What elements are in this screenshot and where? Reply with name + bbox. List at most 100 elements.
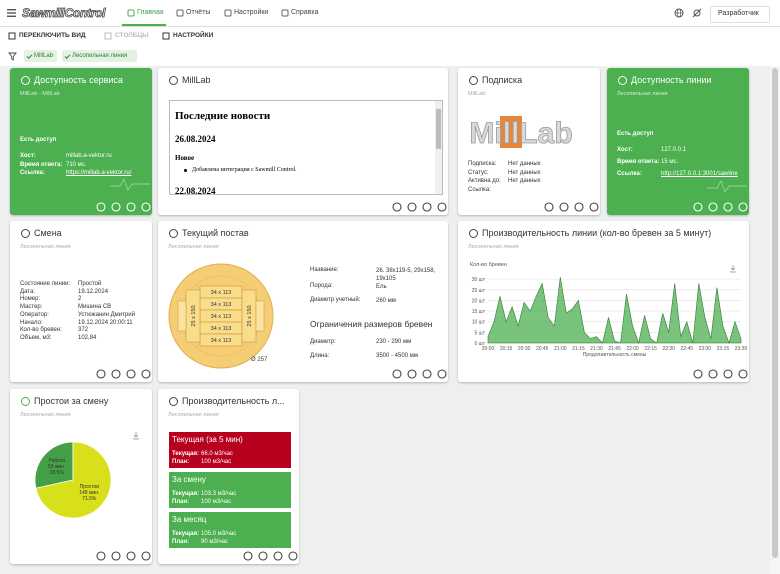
tool-button[interactable]: ПЕРЕКЛЮЧИТЬ ВИД [19,32,86,39]
card-action[interactable] [422,202,432,212]
field-value[interactable]: http://127.0.0.1:3001/sawline [661,171,738,177]
field-label: Диаметр учетный: [310,297,361,303]
diameter-label: Ø 257 [251,357,268,363]
card-action[interactable] [559,202,569,212]
card-action[interactable] [437,202,447,212]
card-action[interactable] [141,551,151,561]
card-action[interactable] [126,551,136,561]
card-title: Простои за смену [34,396,109,406]
field-value[interactable]: https://millab.a-vektor.ru/ [66,170,132,176]
theme-icon[interactable] [692,8,702,18]
chip-label[interactable]: Лесопильная линия [72,53,128,59]
nav-item[interactable]: Главная [137,9,164,16]
card-action[interactable] [738,202,748,212]
x-tick-label: 22:45 [681,346,694,352]
card-action[interactable] [141,369,151,379]
filter-icon[interactable] [8,52,17,61]
x-tick-label: 22:30 [662,346,675,352]
nav-item[interactable]: Справка [291,9,319,16]
card-action[interactable] [738,369,748,379]
card-action[interactable] [407,202,417,212]
graphic [162,32,170,40]
card-action[interactable] [693,202,703,212]
card-action[interactable] [111,551,121,561]
card-action[interactable] [723,369,733,379]
x-axis-label: Продолжительность смены [583,352,647,358]
field-value: 260 мм [376,298,396,304]
field-label: Хост: [20,153,36,159]
card-action[interactable] [437,369,447,379]
card-action[interactable] [407,369,417,379]
news-thumb[interactable] [436,109,441,149]
x-tick-label: 20:30 [518,346,531,352]
tool-button[interactable]: СТОЛБЦЫ [115,32,149,39]
x-tick-label: 23:15 [717,346,730,352]
field-value: 2 [78,296,82,303]
field-value: 102,84 [78,334,97,341]
tool-button[interactable]: НАСТРОЙКИ [173,32,214,39]
y-tick-label: 5 шт [475,330,486,336]
card-action[interactable] [96,202,106,212]
side-label: 25 x 150 [191,305,197,326]
card-action[interactable] [392,202,402,212]
nav-item[interactable]: Отчёты [186,9,211,16]
check-icon [64,54,71,59]
x-tick-label: 20:00 [482,346,495,352]
card-action[interactable] [96,551,106,561]
card-action[interactable] [422,369,432,379]
chip-label[interactable]: MillLab [34,53,54,59]
card-action[interactable] [96,369,106,379]
card-action[interactable] [111,369,121,379]
card: Производительность л... Лесопильная линия… [158,389,299,564]
card-action[interactable] [708,369,718,379]
field-label: Подписка: [468,161,497,167]
card-action[interactable] [288,551,298,561]
filter-chip[interactable]: MillLab [24,50,57,62]
card-action[interactable] [126,202,136,212]
card-action[interactable] [589,202,599,212]
menu-icon[interactable] [6,8,18,18]
card-action[interactable] [258,551,268,561]
board-label: 34 x 113 [211,338,232,344]
field-label: Хост: [617,147,633,153]
globe-icon[interactable] [674,8,684,18]
nav-item[interactable]: Настройки [234,9,269,16]
kpi-title: За месяц [172,515,207,524]
x-tick-label: 20:45 [536,346,549,352]
card-icon [469,229,478,238]
kpi-block: За смену Текущая: 103.3 м3/час План: 100 м3/… [169,472,291,508]
card-icon [21,76,30,85]
card-icon [169,229,178,238]
graphic [21,397,30,406]
filter-chip[interactable]: Лесопильная линия [62,50,137,62]
card-action[interactable] [723,202,733,212]
card-action[interactable] [141,202,151,212]
card-action[interactable] [708,202,718,212]
graphic [176,9,184,17]
card-action[interactable] [243,551,253,561]
kpi-label: Текущая: [172,531,200,537]
news-date: 26.08.2024 [175,134,216,144]
field-value: 710 мс. [66,161,87,168]
card-action[interactable] [574,202,584,212]
card-action[interactable] [126,369,136,379]
field-value: 19.12.2024 [78,288,109,295]
board-label: 34 x 113 [211,314,232,320]
scrollbar[interactable] [770,66,780,574]
logo[interactable]: SawmillControl [22,6,106,21]
card-action[interactable] [273,551,283,561]
field-label: Ссылка: [468,187,491,194]
status: Есть доступ [20,137,57,143]
graphic [707,179,747,194]
user-button[interactable] [710,6,770,23]
card-action[interactable] [693,369,703,379]
scroll-thumb[interactable] [772,68,778,558]
status: Есть доступ [617,131,654,137]
card-icon [469,76,478,85]
card-action[interactable] [544,202,554,212]
pulse [707,179,747,194]
graphic [544,202,599,212]
card-action[interactable] [392,369,402,379]
user-name[interactable]: Разработчик [718,10,759,17]
card-action[interactable] [111,202,121,212]
